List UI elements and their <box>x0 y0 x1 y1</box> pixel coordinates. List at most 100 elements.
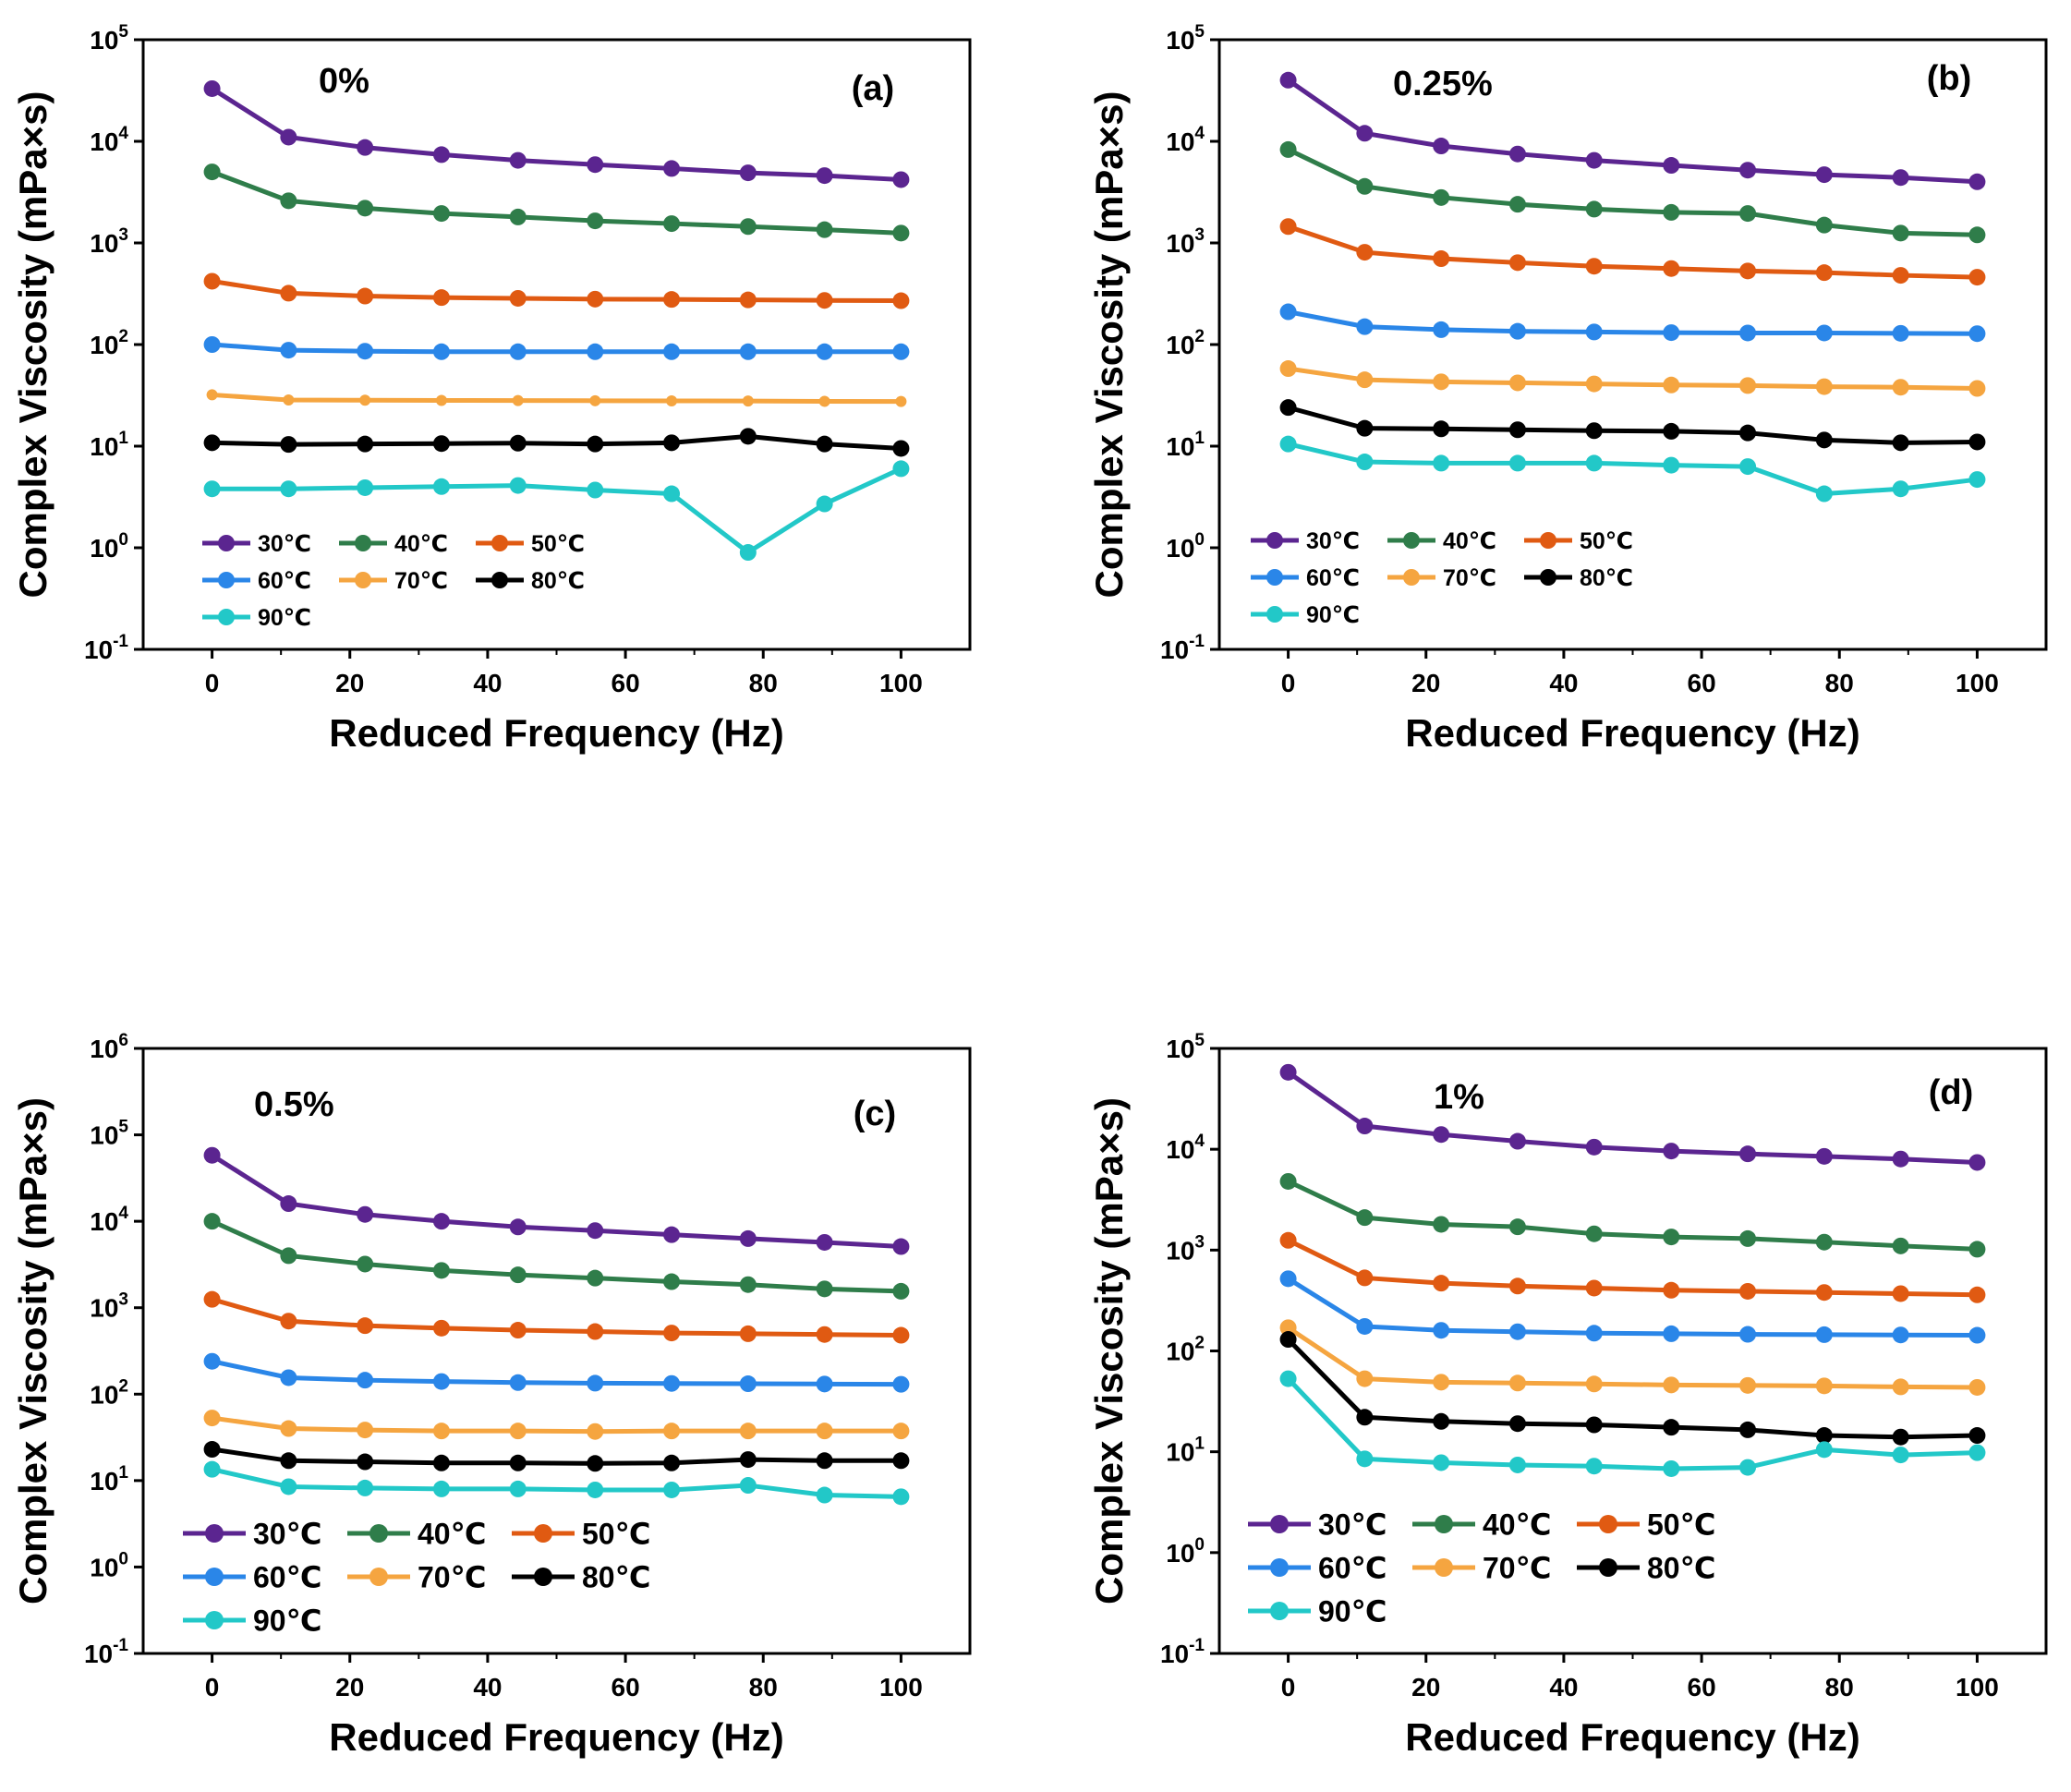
data-point <box>1663 1325 1680 1342</box>
data-point <box>1585 454 1603 472</box>
data-point <box>1815 1233 1833 1251</box>
data-point <box>1279 435 1297 453</box>
y-tick-label: 103 <box>90 225 128 258</box>
data-point <box>509 151 527 169</box>
data-point <box>1508 1456 1526 1473</box>
data-point <box>357 287 374 305</box>
data-point <box>1356 1370 1374 1387</box>
data-point <box>587 1455 604 1472</box>
data-point <box>1968 433 1986 451</box>
data-point <box>1508 374 1526 392</box>
data-point <box>1356 371 1374 389</box>
y-tick-label: 101 <box>1166 429 1205 461</box>
y-tick-label: 102 <box>90 327 128 359</box>
data-point <box>1739 262 1757 280</box>
data-point <box>1968 325 1986 343</box>
legend-swatch-marker <box>1599 1558 1617 1577</box>
data-point <box>1508 1323 1526 1340</box>
legend: 30℃ 40℃ 50℃ 60℃ 70℃ 80℃ 90℃ <box>202 531 585 631</box>
chart-panel-b: 0 20 40 60 80 100 10-1 100 101 102 103 104 105 Reduce… <box>1087 22 2048 755</box>
data-point <box>739 1276 757 1293</box>
data-point <box>1433 1216 1450 1233</box>
data-point <box>1279 1319 1297 1337</box>
data-point <box>587 1269 604 1287</box>
x-tick-label: 60 <box>612 1673 640 1701</box>
y-tick-label: 103 <box>1166 1232 1205 1265</box>
data-point <box>1585 1225 1603 1242</box>
panel-label: (b) <box>1927 59 1972 98</box>
x-tick-label: 20 <box>335 1673 364 1701</box>
legend-entry: 30℃ <box>1251 528 1360 554</box>
series-80℃ <box>203 428 910 457</box>
series-line <box>1287 78 1978 185</box>
legend-entry: 80℃ <box>1577 1552 1715 1585</box>
data-point <box>509 1266 527 1284</box>
legend-swatch-marker <box>355 572 371 588</box>
legend-entry: 80℃ <box>1524 565 1633 591</box>
legend-swatch-marker <box>369 1568 388 1586</box>
data-point <box>432 435 450 453</box>
data-point <box>587 1423 604 1440</box>
x-tick-label: 20 <box>1411 669 1440 697</box>
data-point <box>1968 1444 1986 1461</box>
data-point <box>1508 1132 1526 1150</box>
data-point <box>1815 1377 1833 1395</box>
data-point <box>1356 177 1374 195</box>
legend-entry: 90℃ <box>1248 1595 1387 1629</box>
legend-entry: 50℃ <box>1524 528 1633 554</box>
data-point <box>816 1423 833 1440</box>
legend-swatch-marker <box>1270 1515 1289 1533</box>
x-tick-label: 60 <box>1688 1673 1716 1701</box>
y-tick-label: 103 <box>90 1290 128 1323</box>
data-point <box>1892 1237 1909 1254</box>
series-line <box>1287 405 1978 445</box>
data-point <box>1892 480 1909 498</box>
legend-swatch-marker <box>534 1524 552 1543</box>
data-point <box>509 289 527 307</box>
legend-label: 30℃ <box>1306 528 1360 554</box>
data-point <box>739 164 757 182</box>
data-point <box>1279 360 1297 378</box>
data-point <box>1892 1447 1909 1464</box>
series-line <box>1287 1179 1978 1252</box>
y-tick-label: 104 <box>1166 124 1205 156</box>
data-point <box>1356 1118 1374 1135</box>
data-point <box>432 1373 450 1390</box>
data-point <box>1585 258 1603 275</box>
legend-entry: 70℃ <box>1412 1552 1551 1585</box>
data-point <box>1968 380 1986 397</box>
legend-label: 50℃ <box>1647 1508 1715 1542</box>
data-point <box>1279 218 1297 236</box>
legend-label: 80℃ <box>1580 565 1633 591</box>
legend-swatch-marker <box>205 1611 224 1629</box>
data-point <box>816 343 833 360</box>
series-line <box>211 169 902 236</box>
data-point <box>1663 1281 1680 1299</box>
data-point <box>587 1374 604 1392</box>
data-point <box>1508 196 1526 213</box>
series-60℃ <box>1279 303 1986 343</box>
data-point <box>1585 151 1603 169</box>
concentration-annotation: 1% <box>1434 1078 1484 1117</box>
x-tick-label: 0 <box>205 669 220 697</box>
data-point <box>1663 1419 1680 1436</box>
data-point <box>283 394 295 406</box>
data-point <box>1892 324 1909 342</box>
data-point <box>892 1326 910 1344</box>
data-point <box>892 224 910 242</box>
legend-label: 70℃ <box>418 1561 486 1594</box>
data-point <box>1356 244 1374 261</box>
data-point <box>203 1441 221 1459</box>
x-axis-title: Reduced Frequency (Hz) <box>329 711 783 755</box>
data-point <box>280 480 297 498</box>
legend-label: 60℃ <box>253 1561 321 1594</box>
y-tick-label: 105 <box>90 22 128 54</box>
series-line <box>1287 1277 1978 1338</box>
data-point <box>1968 173 1986 190</box>
data-point <box>1815 485 1833 502</box>
data-point <box>663 1481 681 1498</box>
data-point <box>587 435 604 453</box>
legend-label: 80℃ <box>531 568 585 594</box>
x-tick-label: 100 <box>879 669 923 697</box>
data-point <box>432 478 450 495</box>
